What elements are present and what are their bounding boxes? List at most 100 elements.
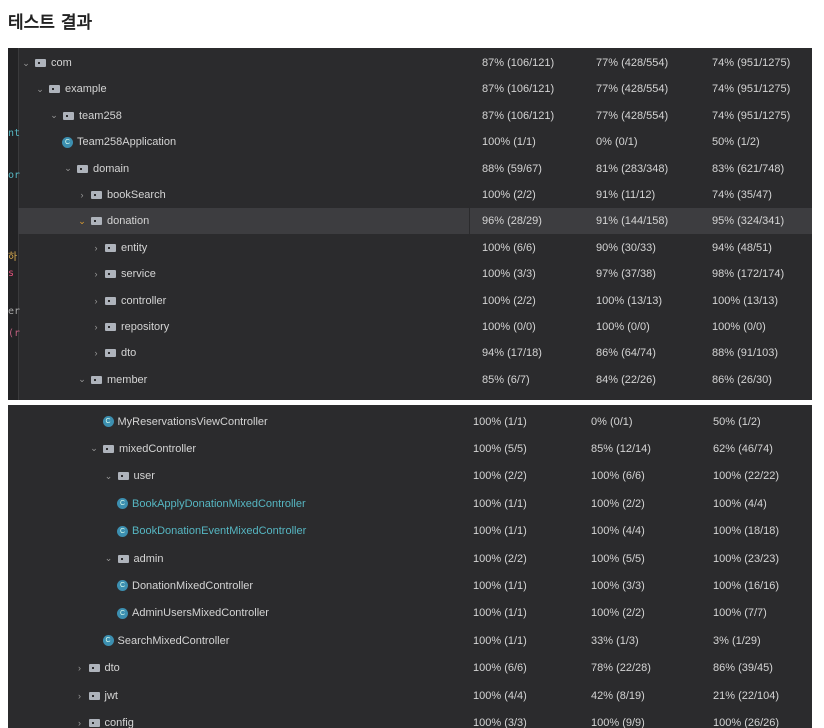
chevron-right-icon[interactable]: › xyxy=(94,348,98,359)
tree-row-service[interactable]: › service 100% (3/3) 97% (37/38) 98% (172/17… xyxy=(18,261,812,287)
method-coverage: 42% (8/19) xyxy=(591,689,645,702)
tree-row-searchmixedcontroller[interactable]: C SearchMixedController 100% (1/1) 33% (1/3… xyxy=(8,627,812,654)
tree-row-team258application[interactable]: C Team258Application 100% (1/1) 0% (0/1) 50%… xyxy=(18,129,812,155)
chevron-down-icon[interactable]: ⌄ xyxy=(64,163,72,174)
chevron-down-icon[interactable]: ⌄ xyxy=(78,374,86,385)
class-coverage: 100% (1/1) xyxy=(473,579,527,592)
class-coverage: 100% (4/4) xyxy=(473,689,527,702)
column-divider xyxy=(469,208,470,235)
node-label: donation xyxy=(107,215,150,228)
chevron-down-icon[interactable]: ⌄ xyxy=(90,443,98,454)
class-coverage: 100% (6/6) xyxy=(473,662,527,675)
folder-icon xyxy=(91,375,102,384)
folder-icon xyxy=(105,296,116,305)
node-label: dto xyxy=(121,347,137,360)
code-fragment: er xyxy=(8,306,21,317)
tree-row-user[interactable]: ⌄ user 100% (2/2) 100% (6/6) 100% (22/22) xyxy=(8,463,812,490)
class-icon: C xyxy=(117,607,128,619)
class-coverage: 100% (1/1) xyxy=(473,607,527,620)
line-coverage: 62% (46/74) xyxy=(713,442,773,455)
tree-node: › entity xyxy=(90,235,148,261)
node-label: mixedController xyxy=(119,442,197,455)
method-coverage: 77% (428/554) xyxy=(596,83,669,96)
coverage-panel-top: nt or 하 s er (r ⌄ com 87% (106/121) 77% (42… xyxy=(8,48,812,400)
tree-row-jwt[interactable]: › jwt 100% (4/4) 42% (8/19) 21% (22/104) xyxy=(8,682,812,709)
method-coverage: 100% (2/2) xyxy=(591,607,645,620)
tree-row-donationmixedcontroller[interactable]: C DonationMixedController 100% (1/1) 100% (… xyxy=(8,572,812,599)
tree-row-dto[interactable]: › dto 94% (17/18) 86% (64/74) 88% (91/103) xyxy=(18,340,812,366)
tree-row-config[interactable]: › config 100% (3/3) 100% (9/9) 100% (26/26) xyxy=(8,709,812,728)
node-label: MyReservationsViewController xyxy=(117,415,268,428)
chevron-right-icon[interactable]: › xyxy=(94,242,98,253)
method-coverage: 85% (12/14) xyxy=(591,442,651,455)
class-icon: C xyxy=(102,635,114,647)
class-icon: C xyxy=(117,580,128,592)
tree-node: › repository xyxy=(90,314,170,340)
folder-icon xyxy=(103,444,114,453)
tree-row-example[interactable]: ⌄ example 87% (106/121) 77% (428/554) 74% (9… xyxy=(18,76,812,102)
line-coverage: 50% (1/2) xyxy=(712,136,760,149)
node-label: AdminUsersMixedController xyxy=(132,607,269,620)
class-icon: C xyxy=(117,498,128,510)
tree-row-bookdonationeventmixedcontroller[interactable]: C BookDonationEventMixedController 100% (1… xyxy=(8,518,812,545)
chevron-down-icon[interactable]: ⌄ xyxy=(22,57,30,68)
chevron-right-icon[interactable]: › xyxy=(94,269,98,280)
folder-icon xyxy=(77,164,88,173)
chevron-right-icon[interactable]: › xyxy=(78,690,81,701)
chevron-down-icon[interactable]: ⌄ xyxy=(104,553,113,563)
class-coverage: 100% (2/2) xyxy=(473,552,527,565)
tree-row-dto[interactable]: › dto 100% (6/6) 78% (22/28) 86% (39/45) xyxy=(8,655,812,682)
line-coverage: 100% (16/16) xyxy=(713,579,780,592)
class-coverage: 100% (2/2) xyxy=(482,189,536,201)
class-coverage: 87% (106/121) xyxy=(482,57,555,69)
tree-row-team258[interactable]: ⌄ team258 87% (106/121) 77% (428/554) 74% (9… xyxy=(18,103,812,129)
chevron-right-icon[interactable]: › xyxy=(94,295,98,306)
tree-row-domain[interactable]: ⌄ domain 88% (59/67) 81% (283/348) 83% (621/… xyxy=(18,156,812,182)
class-coverage: 100% (1/1) xyxy=(473,497,527,510)
tree-row-booksearch[interactable]: › bookSearch 100% (2/2) 91% (11/12) 74% (35/… xyxy=(18,182,812,208)
chevron-down-icon[interactable]: ⌄ xyxy=(78,215,86,226)
method-coverage: 100% (2/2) xyxy=(591,497,645,510)
folder-icon xyxy=(91,191,102,199)
tree-row-myreservationsviewcontroller[interactable]: C MyReservationsViewController 100% (1/1) 0… xyxy=(8,408,812,435)
method-coverage: 100% (3/3) xyxy=(591,579,645,592)
chevron-right-icon[interactable]: › xyxy=(94,322,98,332)
tree-node: › controller xyxy=(90,288,167,314)
class-coverage: 100% (5/5) xyxy=(473,442,527,455)
chevron-right-icon[interactable]: › xyxy=(78,663,81,674)
chevron-down-icon[interactable]: ⌄ xyxy=(36,83,44,94)
node-label: domain xyxy=(93,162,130,175)
folder-icon xyxy=(105,270,116,279)
tree-row-bookapplydonationmixedcontroller[interactable]: C BookApplyDonationMixedController 100% (1… xyxy=(8,490,812,517)
tree-row-entity[interactable]: › entity 100% (6/6) 90% (30/33) 94% (48/51) xyxy=(18,235,812,261)
code-fragment: 하 xyxy=(8,252,18,263)
class-coverage: 87% (106/121) xyxy=(482,83,555,96)
method-coverage: 90% (30/33) xyxy=(596,241,656,254)
line-coverage: 88% (91/103) xyxy=(712,347,779,360)
tree-node: ⌄ domain xyxy=(62,156,129,182)
tree-row-controller[interactable]: › controller 100% (2/2) 100% (13/13) 100% (1… xyxy=(18,288,812,314)
tree-row-adminusersmixedcontroller[interactable]: C AdminUsersMixedController 100% (1/1) 100%… xyxy=(8,600,812,627)
node-label: team258 xyxy=(79,109,122,122)
folder-icon xyxy=(49,85,60,94)
method-coverage: 100% (6/6) xyxy=(591,470,645,483)
tree-row-repository[interactable]: › repository 100% (0/0) 100% (0/0) 100% (0/0… xyxy=(18,314,812,340)
tree-row-com[interactable]: ⌄ com 87% (106/121) 77% (428/554) 74% (951/1… xyxy=(18,50,812,76)
tree-row-mixedcontroller[interactable]: ⌄ mixedController 100% (5/5) 85% (12/14) 62%… xyxy=(8,435,812,462)
chevron-right-icon[interactable]: › xyxy=(80,190,84,200)
method-coverage: 100% (9/9) xyxy=(591,716,645,728)
tree-row-admin[interactable]: ⌄ admin 100% (2/2) 100% (5/5) 100% (23/23) xyxy=(8,545,812,572)
chevron-right-icon[interactable]: › xyxy=(78,717,81,728)
tree-node: C AdminUsersMixedController xyxy=(117,600,269,627)
line-coverage: 100% (18/18) xyxy=(713,525,780,538)
tree-row-donation[interactable]: ⌄ donation 96% (28/29) 91% (144/158) 95% (32… xyxy=(18,208,812,235)
tree-row-member[interactable]: ⌄ member 85% (6/7) 84% (22/26) 86% (26/30) xyxy=(18,367,812,393)
method-coverage: 0% (0/1) xyxy=(596,136,638,149)
method-coverage: 100% (5/5) xyxy=(591,552,645,565)
class-coverage: 85% (6/7) xyxy=(482,373,530,386)
folder-icon xyxy=(117,472,129,481)
chevron-down-icon[interactable]: ⌄ xyxy=(104,470,113,481)
chevron-down-icon[interactable]: ⌄ xyxy=(50,110,58,121)
line-coverage: 100% (0/0) xyxy=(712,321,766,333)
class-coverage: 100% (1/1) xyxy=(473,525,527,538)
